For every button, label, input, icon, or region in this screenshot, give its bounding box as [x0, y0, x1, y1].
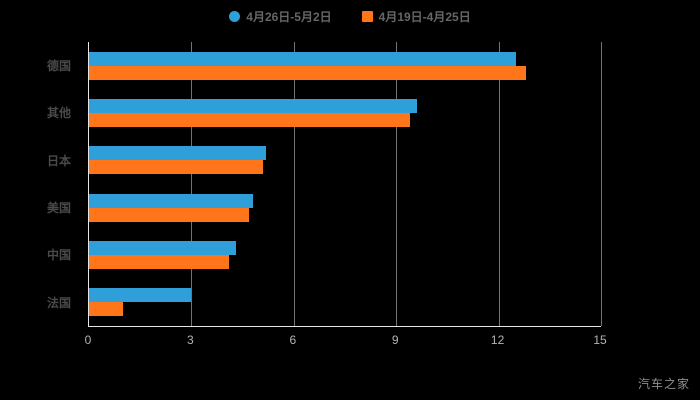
legend-marker-blue-icon — [229, 11, 241, 22]
category-label: 法国 — [46, 295, 71, 310]
legend-label: 4月19日-4月25日 — [378, 10, 471, 24]
plot-area — [88, 42, 602, 327]
bar-week1[interactable] — [89, 98, 417, 113]
gridline — [293, 42, 295, 326]
bar-group — [89, 193, 601, 222]
bar-group — [89, 51, 601, 80]
category-label: 日本 — [46, 153, 71, 168]
x-tick-label: 0 — [84, 333, 92, 347]
gridline — [191, 42, 193, 326]
bar-group — [89, 288, 601, 317]
x-tick-label: 12 — [490, 333, 505, 347]
legend-item-week2[interactable]: 4月19日-4月25日 — [361, 8, 471, 25]
bar-week2[interactable] — [89, 207, 250, 222]
bar-week1[interactable] — [89, 240, 236, 255]
bar-group — [89, 146, 601, 175]
legend-label: 4月26日-5月2日 — [246, 10, 332, 24]
gridlines — [89, 42, 602, 326]
bar-week2[interactable] — [89, 160, 264, 175]
category-label: 美国 — [46, 201, 71, 216]
x-tick-label: 15 — [593, 333, 607, 347]
x-tick-label: 3 — [187, 333, 194, 347]
bar-week1[interactable] — [89, 146, 267, 161]
category-label: 德国 — [46, 59, 71, 74]
gridline — [498, 42, 500, 326]
x-tick-label: 6 — [289, 333, 297, 347]
legend-marker-orange-icon — [361, 11, 373, 22]
legend-item-week1[interactable]: 4月26日-5月2日 — [229, 8, 332, 25]
x-axis-ticks: 0 3 6 9 12 15 — [84, 333, 607, 349]
gridline — [601, 42, 602, 326]
gridline — [396, 42, 398, 326]
y-axis-labels: 德国其他日本美国中国法国 — [0, 42, 82, 326]
bar-week1[interactable] — [89, 193, 253, 208]
watermark: 汽车之家 — [637, 377, 690, 391]
bar-week2[interactable] — [89, 112, 410, 127]
category-label: 中国 — [46, 248, 71, 263]
bar-week2[interactable] — [89, 254, 229, 269]
bar-rows — [89, 42, 601, 326]
bar-week2[interactable] — [89, 65, 526, 80]
bar-group — [89, 98, 601, 127]
bar-week1[interactable] — [89, 51, 516, 66]
legend: 4月26日-5月2日 4月19日-4月25日 — [0, 8, 700, 25]
x-tick-label: 9 — [391, 333, 399, 347]
bar-week2[interactable] — [89, 302, 124, 317]
bar-group — [89, 240, 601, 269]
category-label: 其他 — [46, 106, 71, 121]
bar-week1[interactable] — [89, 288, 192, 303]
